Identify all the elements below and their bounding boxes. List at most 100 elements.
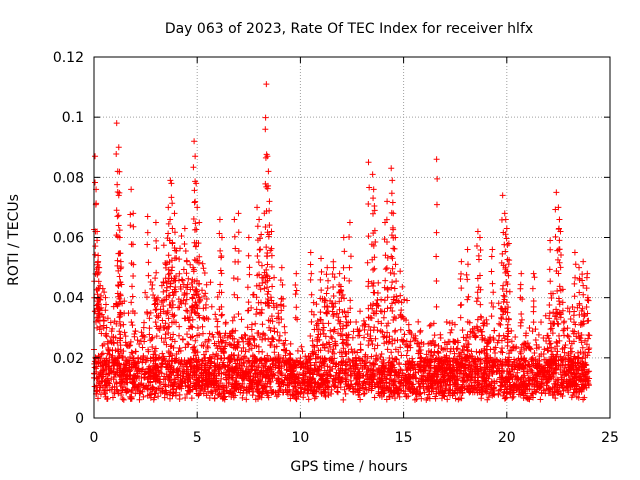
spike-point [464,276,471,283]
spike-point [558,252,565,259]
data-point [212,311,219,318]
data-point [484,355,491,362]
x-tick-label: 20 [498,430,516,446]
data-point [210,334,217,341]
data-point [323,369,330,376]
data-point [327,327,334,334]
data-point [398,352,405,359]
data-point [200,265,207,272]
spike-point [488,299,495,306]
data-point [562,341,569,348]
spike-point [318,287,325,294]
spike-point [94,291,101,298]
spike-point [115,144,122,151]
spike-point [464,261,471,268]
data-point [238,316,245,323]
spike-point [583,274,590,281]
data-point [279,389,286,396]
data-point [287,351,294,358]
data-point [584,352,591,359]
data-point [271,349,278,356]
data-point [360,390,367,397]
data-point [162,320,169,327]
data-point [275,319,282,326]
data-points [91,81,593,403]
data-point [365,342,372,349]
data-point [385,339,392,346]
data-point [492,350,499,357]
spike-point [346,233,353,240]
spike-point [167,216,174,223]
spike-point [546,302,553,309]
spike-point [180,266,187,273]
data-point [369,376,376,383]
data-point [175,304,182,311]
data-point [391,337,398,344]
spike-point [114,213,121,220]
data-point [387,372,394,379]
data-point [188,395,195,402]
spike-point [191,256,198,263]
data-point [378,350,385,357]
spike-point [501,210,508,217]
data-point [397,268,404,275]
spike-point [530,297,537,304]
data-point [372,335,379,342]
spike-point [463,271,470,278]
data-point [361,390,368,397]
data-point [157,310,164,317]
data-point [245,340,252,347]
data-point [553,316,560,323]
data-point [399,283,406,290]
spike-point [244,307,251,314]
spike-point [114,262,121,269]
data-point [158,335,165,342]
spike-point [465,293,472,300]
data-point [499,345,506,352]
spike-point [257,286,264,293]
data-point [120,396,127,403]
data-point [387,304,394,311]
data-point [375,318,382,325]
data-point [555,332,562,339]
data-point [446,355,453,362]
spike-point [504,242,511,249]
spike-point [262,126,269,133]
spike-point [388,209,395,216]
data-point [141,319,148,326]
spike-point [390,245,397,252]
data-point [384,346,391,353]
data-point [491,327,498,334]
y-tick-label: 0.04 [53,291,84,307]
spike-point [547,278,554,285]
data-point [465,341,472,348]
data-point [250,336,257,343]
spike-point [308,270,315,277]
data-point [165,324,172,331]
data-point [202,366,209,373]
data-point [109,352,116,359]
data-point [509,344,516,351]
data-point [471,374,478,381]
data-point [404,297,411,304]
spike-point [165,271,172,278]
spike-point [571,280,578,287]
data-point [102,307,109,314]
spike-point [193,226,200,233]
data-point [100,313,107,320]
spike-point [189,295,196,302]
data-point [464,373,471,380]
data-point [314,326,321,333]
spike-point [263,81,270,88]
data-point [121,329,128,336]
data-point [194,324,201,331]
data-point [214,323,221,330]
spike-point [258,262,265,269]
spike-point [218,312,225,319]
data-point [482,388,489,395]
data-point [263,383,270,390]
data-point [318,389,325,396]
data-point [529,328,536,335]
spike-point [190,215,197,222]
spike-point [324,264,331,271]
